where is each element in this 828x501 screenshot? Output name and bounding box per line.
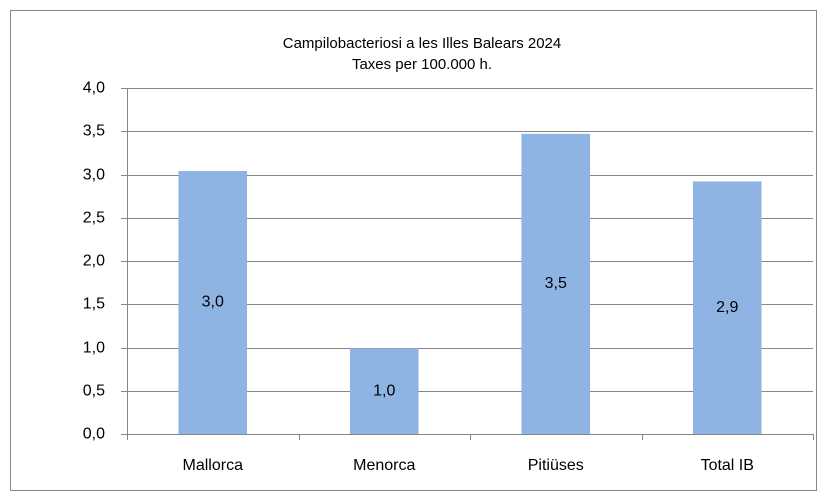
y-tick-label: 0,0 — [83, 426, 105, 443]
data-label: 3,0 — [202, 294, 224, 311]
chart-subtitle: Taxes per 100.000 h. — [352, 56, 492, 73]
y-tick-label: 1,0 — [83, 340, 105, 357]
data-label: 2,9 — [716, 299, 738, 316]
x-tick-label: Mallorca — [183, 457, 244, 474]
y-tick-label: 2,5 — [83, 210, 105, 227]
bar — [692, 181, 762, 434]
y-tick-label: 4,0 — [83, 80, 105, 97]
data-label: 1,0 — [373, 382, 395, 399]
y-tick-label: 3,0 — [83, 167, 105, 184]
y-tick-label: 0,5 — [83, 383, 105, 400]
data-label: 3,5 — [545, 275, 567, 292]
bar — [521, 133, 591, 434]
y-tick-label: 2,0 — [83, 253, 105, 270]
x-tick-label: Pitiüses — [528, 457, 584, 474]
y-tick-label: 3,5 — [83, 123, 105, 140]
bar — [178, 171, 248, 435]
bar — [349, 348, 419, 434]
y-tick-label: 1,5 — [83, 296, 105, 313]
x-tick-label: Menorca — [353, 457, 415, 474]
chart-title: Campilobacteriosi a les Illes Balears 20… — [283, 35, 561, 52]
x-tick-label: Total IB — [701, 457, 754, 474]
